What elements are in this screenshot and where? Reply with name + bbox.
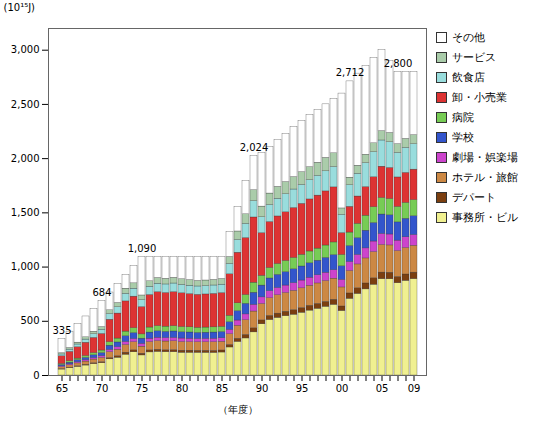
svg-text:1,090: 1,090 <box>128 243 157 254</box>
svg-text:80: 80 <box>176 383 189 394</box>
html-text:デパート: デパート <box>452 191 496 204</box>
html-text:事務所・ビル: 事務所・ビル <box>452 211 518 224</box>
html-text:飲食店: 飲食店 <box>452 71 485 84</box>
svg-text:85: 85 <box>216 383 229 394</box>
svg-text:1,500: 1,500 <box>11 207 40 218</box>
svg-text:335: 335 <box>52 325 71 336</box>
svg-text:00: 00 <box>336 383 349 394</box>
html-text:ホテル・旅館: ホテル・旅館 <box>452 171 518 184</box>
svg-text:65: 65 <box>56 383 69 394</box>
svg-text:684: 684 <box>92 287 111 298</box>
svg-text:09: 09 <box>408 383 421 394</box>
svg-text:75: 75 <box>136 383 149 394</box>
html-text:サービス: サービス <box>452 51 496 64</box>
svg-text:2,800: 2,800 <box>384 58 413 69</box>
svg-text:1,000: 1,000 <box>11 261 40 272</box>
svg-text:2,712: 2,712 <box>336 67 365 78</box>
html-text:卸・小売業: 卸・小売業 <box>452 91 507 104</box>
svg-text:0: 0 <box>33 370 39 381</box>
html-text:病院: 病院 <box>452 111 474 124</box>
html-text:学校: 学校 <box>452 131 474 144</box>
svg-text:2,000: 2,000 <box>11 153 40 164</box>
svg-text:（年度）: （年度） <box>218 404 258 415</box>
svg-text:2,500: 2,500 <box>11 99 40 110</box>
svg-text:500: 500 <box>20 315 39 326</box>
svg-text:3,000: 3,000 <box>11 44 40 55</box>
svg-text:05: 05 <box>376 383 389 394</box>
html-text:その他: その他 <box>452 31 485 44</box>
svg-text:95: 95 <box>296 383 309 394</box>
svg-text:90: 90 <box>256 383 269 394</box>
html-text:劇場・娯楽場: 劇場・娯楽場 <box>452 151 518 164</box>
svg-text:(10¹⁵J): (10¹⁵J) <box>4 2 36 13</box>
svg-text:70: 70 <box>96 383 109 394</box>
svg-text:2,024: 2,024 <box>240 142 269 153</box>
